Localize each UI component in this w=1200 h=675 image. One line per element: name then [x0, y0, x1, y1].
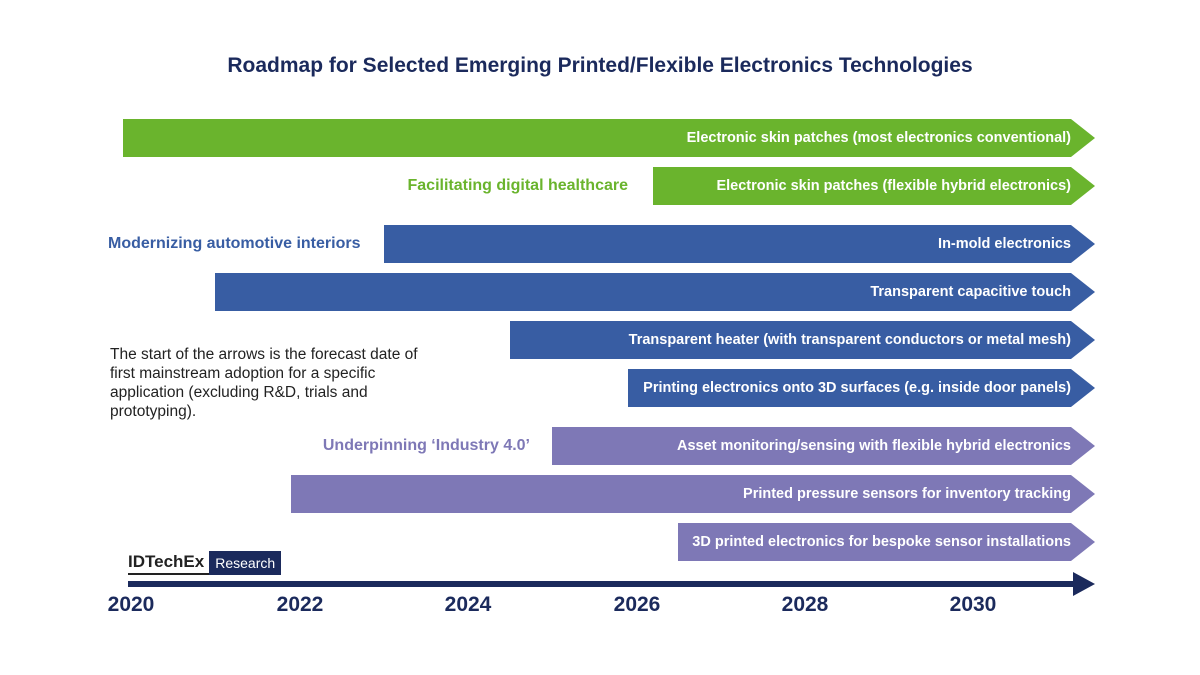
year-label: 2026	[613, 593, 661, 616]
group-label-healthcare: Facilitating digital healthcare	[407, 177, 629, 194]
roadmap-arrow: Electronic skin patches (most electronic…	[123, 119, 1095, 157]
logo-sub: Research	[209, 551, 282, 575]
roadmap-arrow: Printing electronics onto 3D surfaces (e…	[628, 369, 1095, 407]
roadmap-arrow: Transparent capacitive touch	[215, 273, 1095, 311]
logo-name: IDTechEx	[128, 551, 210, 575]
arrow-label: Asset monitoring/sensing with flexible h…	[677, 438, 1071, 454]
arrow-label: Electronic skin patches (flexible hybrid…	[716, 178, 1071, 194]
adoption-note: The start of the arrows is the forecast …	[110, 346, 418, 420]
arrow-label: Transparent capacitive touch	[870, 284, 1071, 300]
arrow-label: Printing electronics onto 3D surfaces (e…	[643, 380, 1071, 396]
year-label: 2028	[781, 593, 829, 616]
arrow-label: Electronic skin patches (most electronic…	[686, 130, 1071, 146]
idtechex-logo: IDTechEx Research	[128, 551, 282, 575]
timeline-arrowhead	[1073, 572, 1095, 596]
group-label-industry: Underpinning ‘Industry 4.0’	[322, 437, 530, 454]
year-label: 2022	[276, 593, 324, 616]
group-label-automotive: Modernizing automotive interiors	[108, 235, 361, 252]
roadmap-arrow: Printed pressure sensors for inventory t…	[291, 475, 1095, 513]
arrow-label: 3D printed electronics for bespoke senso…	[692, 534, 1071, 550]
roadmap-arrow: Electronic skin patches (flexible hybrid…	[653, 167, 1095, 205]
year-label: 2030	[949, 593, 997, 616]
arrow-label: Transparent heater (with transparent con…	[628, 332, 1071, 348]
chart-title: Roadmap for Selected Emerging Printed/Fl…	[227, 54, 973, 77]
year-label: 2020	[107, 593, 155, 616]
roadmap-arrow: Asset monitoring/sensing with flexible h…	[552, 427, 1095, 465]
roadmap-arrow: Transparent heater (with transparent con…	[510, 321, 1095, 359]
roadmap-arrow: 3D printed electronics for bespoke senso…	[678, 523, 1095, 561]
roadmap-arrow: In-mold electronics	[384, 225, 1095, 263]
arrow-label: In-mold electronics	[938, 236, 1071, 252]
arrow-label: Printed pressure sensors for inventory t…	[743, 486, 1071, 502]
year-label: 2024	[444, 593, 492, 616]
